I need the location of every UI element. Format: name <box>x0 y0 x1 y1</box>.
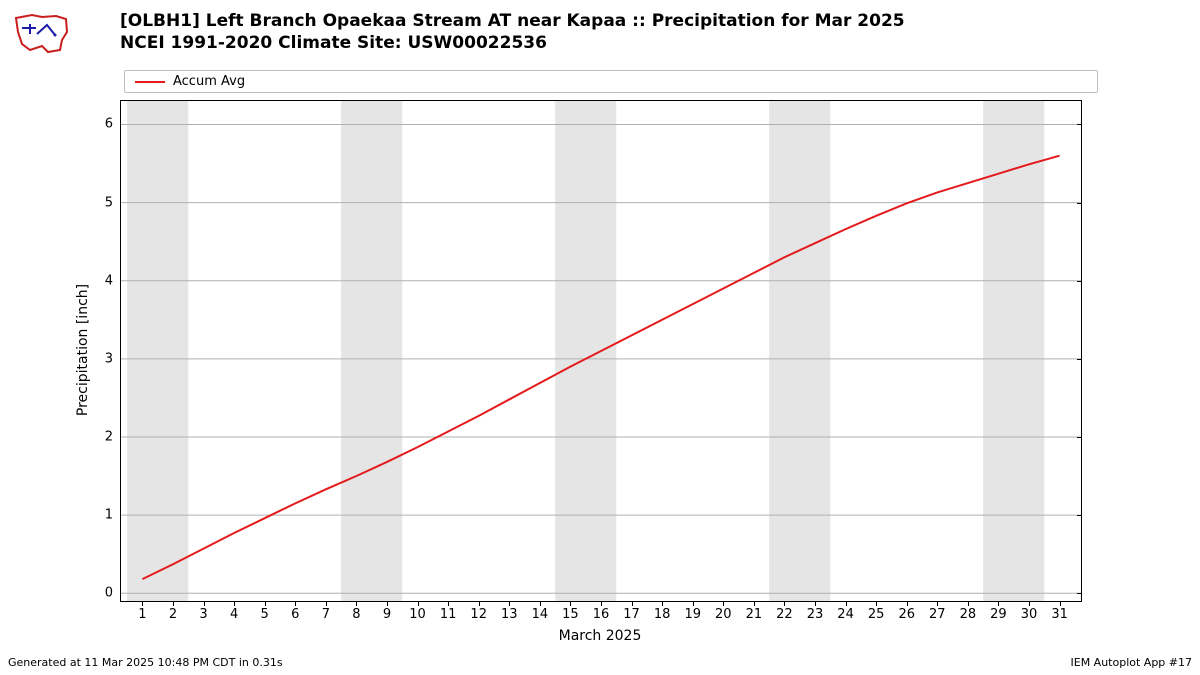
legend-swatch <box>135 81 165 83</box>
footer-app: IEM Autoplot App #17 <box>1071 656 1193 669</box>
iem-logo <box>12 10 70 55</box>
y-tick-label: 2 <box>105 429 121 444</box>
y-tick-label: 4 <box>105 273 121 288</box>
chart-plot-area: 0123456123456789101112131415161718192021… <box>120 100 1082 602</box>
title-line-2: NCEI 1991-2020 Climate Site: USW00022536 <box>120 32 905 54</box>
x-axis-label: March 2025 <box>559 628 642 644</box>
footer-generated: Generated at 11 Mar 2025 10:48 PM CDT in… <box>8 656 283 669</box>
title-line-1: [OLBH1] Left Branch Opaekaa Stream AT ne… <box>120 10 905 32</box>
legend: Accum Avg <box>124 70 1098 93</box>
chart-title: [OLBH1] Left Branch Opaekaa Stream AT ne… <box>120 10 905 54</box>
y-tick-label: 3 <box>105 351 121 366</box>
y-tick-label: 6 <box>105 117 121 132</box>
y-tick-label: 5 <box>105 195 121 210</box>
y-axis-label: Precipitation [inch] <box>75 284 91 416</box>
legend-label: Accum Avg <box>173 74 245 89</box>
y-tick-label: 1 <box>105 508 121 523</box>
y-tick-label: 0 <box>105 586 121 601</box>
